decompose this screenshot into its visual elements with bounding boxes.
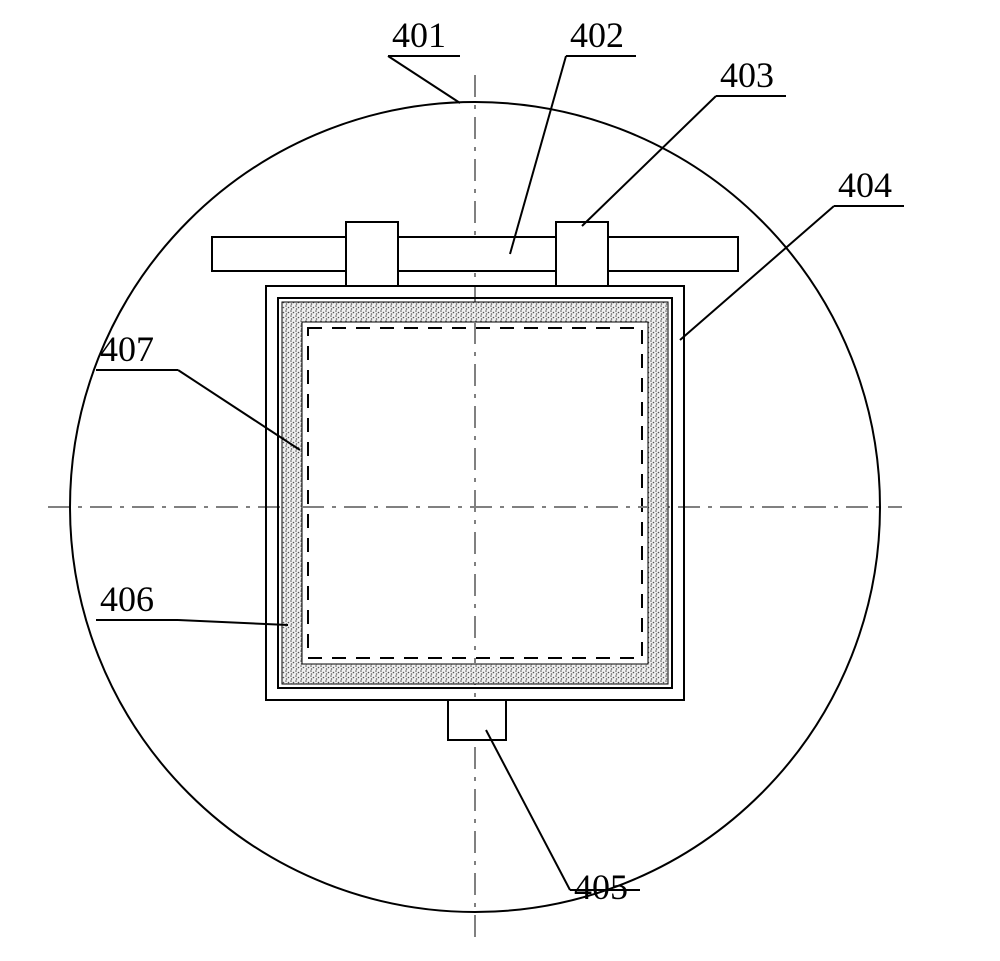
leader-405 — [486, 730, 570, 890]
label-405: 405 — [574, 866, 628, 908]
leader-404 — [680, 206, 834, 340]
label-407: 407 — [100, 328, 154, 370]
leader-403 — [582, 96, 716, 226]
bottom-block — [448, 700, 506, 740]
diagram-svg — [0, 0, 1000, 961]
diagram-container: 401 402 403 404 405 406 407 — [0, 0, 1000, 961]
top-block-right — [556, 222, 608, 286]
leader-401 — [388, 56, 460, 103]
label-404: 404 — [838, 164, 892, 206]
label-406: 406 — [100, 578, 154, 620]
top-block-left — [346, 222, 398, 286]
top-bar — [212, 237, 738, 271]
label-403: 403 — [720, 54, 774, 96]
leader-406 — [178, 620, 288, 625]
label-401: 401 — [392, 14, 446, 56]
label-402: 402 — [570, 14, 624, 56]
